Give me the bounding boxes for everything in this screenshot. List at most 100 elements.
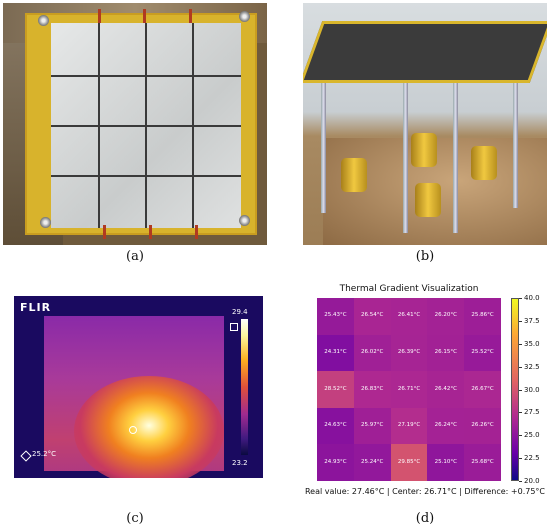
heatmap-cell <box>390 407 428 445</box>
colorbar-tick <box>519 343 522 345</box>
heatmap-cell-label: 24.31°C <box>324 348 347 355</box>
spot-meter-icon <box>20 450 32 462</box>
heatmap-cell-label: 24.63°C <box>324 422 347 429</box>
wire <box>103 225 106 239</box>
heatmap-cell-label: 26.83°C <box>361 385 384 392</box>
heater-can <box>411 133 437 167</box>
chart-caption: Real value: 27.46°C | Center: 26.71°C | … <box>304 487 546 496</box>
colorbar-tick <box>519 320 522 322</box>
spot-temp-label: 25.2°C <box>32 450 56 458</box>
heatmap-cell <box>390 298 428 335</box>
heatmap-cell <box>427 444 465 481</box>
heatmap-cell <box>353 298 391 335</box>
heatmap-cell-label: 26.42°C <box>434 385 457 392</box>
panel-label-a: (a) <box>126 249 144 264</box>
heatmap-cell-label: 25.52°C <box>471 348 494 355</box>
heatmap-cell-label: 26.26°C <box>471 422 494 429</box>
colorbar-tick <box>519 298 522 299</box>
heatmap-cell-label: 26.71°C <box>397 385 421 392</box>
scale-max-label: 29.4 <box>232 308 248 316</box>
heatmap-cell <box>353 407 391 445</box>
support-rod <box>403 83 408 233</box>
heatmap-cell <box>427 407 465 445</box>
wire <box>189 9 192 23</box>
bolt <box>38 15 49 26</box>
wire <box>143 9 146 23</box>
colorbar-tick-label: 40.0 <box>524 294 540 302</box>
heatmap-cell-label: 26.24°C <box>434 422 457 429</box>
heatmap-cell <box>353 371 391 408</box>
heatmap-cell-label: 25.86°C <box>471 312 494 319</box>
support-rod <box>321 63 326 213</box>
heatmap-cell <box>464 371 501 408</box>
scale-min-label: 23.2 <box>232 459 248 467</box>
heatmap-cell-label: 25.68°C <box>471 458 494 465</box>
heatmap-cell <box>427 334 465 372</box>
heatmap-cell-label: 26.20°C <box>434 312 457 319</box>
heatmap-cell <box>317 407 354 445</box>
colorbar-tick <box>519 389 522 390</box>
photo-test-rig <box>303 3 547 245</box>
heatmap-cell-label: 25.97°C <box>361 422 384 429</box>
heatmap-cell <box>317 371 354 408</box>
panel-label-d: (d) <box>415 511 435 526</box>
heatmap-cell <box>317 444 354 481</box>
heatmap-cell-label: 26.41°C <box>397 312 421 319</box>
heatmap-cell-label: 24.93°C <box>324 458 347 465</box>
heatmap-cell-label: 26.39°C <box>397 348 421 355</box>
lock-icon <box>230 323 238 331</box>
wire <box>98 9 101 23</box>
support-rod <box>453 83 458 233</box>
support-rod <box>513 73 518 208</box>
colorbar-tick <box>519 481 522 482</box>
heater-can <box>415 183 441 217</box>
heater-can <box>471 146 497 180</box>
heatmap-cell-label: 26.67°C <box>471 385 494 392</box>
heatmap-cell <box>427 298 465 335</box>
heatmap-cell <box>390 444 428 481</box>
bolt <box>239 11 250 22</box>
colorbar-tick-label: 25.0 <box>524 431 540 440</box>
heatmap-cell <box>464 298 501 335</box>
wire <box>149 225 152 239</box>
crosshair-icon <box>129 426 137 434</box>
heatmap-cell-label: 26.02°C <box>361 348 384 355</box>
heatmap-cell <box>317 334 354 372</box>
colorbar-tick-label: 35.0 <box>524 339 540 348</box>
grid-line <box>51 125 241 127</box>
heatmap-cell <box>317 298 354 335</box>
colorbar-tick <box>519 435 522 436</box>
flir-logo: FLIR <box>20 301 52 314</box>
chart-title: Thermal Gradient Visualization <box>339 284 479 294</box>
heatmap: 25.43°C 26.54°C 26.41°C 26.20°C 25.86°C 24.31… <box>317 298 501 481</box>
colorbar <box>511 298 519 481</box>
heatmap-cell <box>353 334 391 372</box>
heatmap-cell <box>390 334 428 372</box>
heatmap-cell-label: 27.19°C <box>397 422 421 429</box>
thermal-hotspot <box>74 376 224 478</box>
colorbar-tick-label: 22.5 <box>524 454 540 463</box>
bolt <box>239 215 250 226</box>
wire <box>195 225 198 239</box>
heatmap-cell-label: 29.85°C <box>397 458 421 465</box>
grid-line <box>51 75 241 77</box>
heatmap-cell <box>427 371 465 408</box>
colorbar-tick-label: 37.5 <box>524 316 540 325</box>
heatmap-cell <box>353 444 391 481</box>
colorbar-tick <box>519 366 522 368</box>
heated-plate <box>303 21 547 83</box>
panel-label-b: (b) <box>415 249 435 264</box>
heatmap-cell <box>464 334 501 372</box>
heatmap-cell-label: 26.54°C <box>361 312 384 319</box>
grid-line <box>51 175 241 177</box>
thermal-image: FLIR 29.4 23.2 25.2°C <box>14 296 263 478</box>
heatmap-cell-label: 28.52°C <box>324 385 347 392</box>
colorbar-tick-label: 27.5 <box>524 408 540 417</box>
heatmap-cell-label: 25.43°C <box>324 312 347 319</box>
thermal-color-scale <box>241 319 248 455</box>
colorbar-tick <box>519 412 522 413</box>
heater-can <box>341 158 367 192</box>
heatmap-cell-label: 25.10°C <box>434 458 457 465</box>
heatmap-cell <box>464 407 501 445</box>
colorbar-tick <box>519 458 522 459</box>
